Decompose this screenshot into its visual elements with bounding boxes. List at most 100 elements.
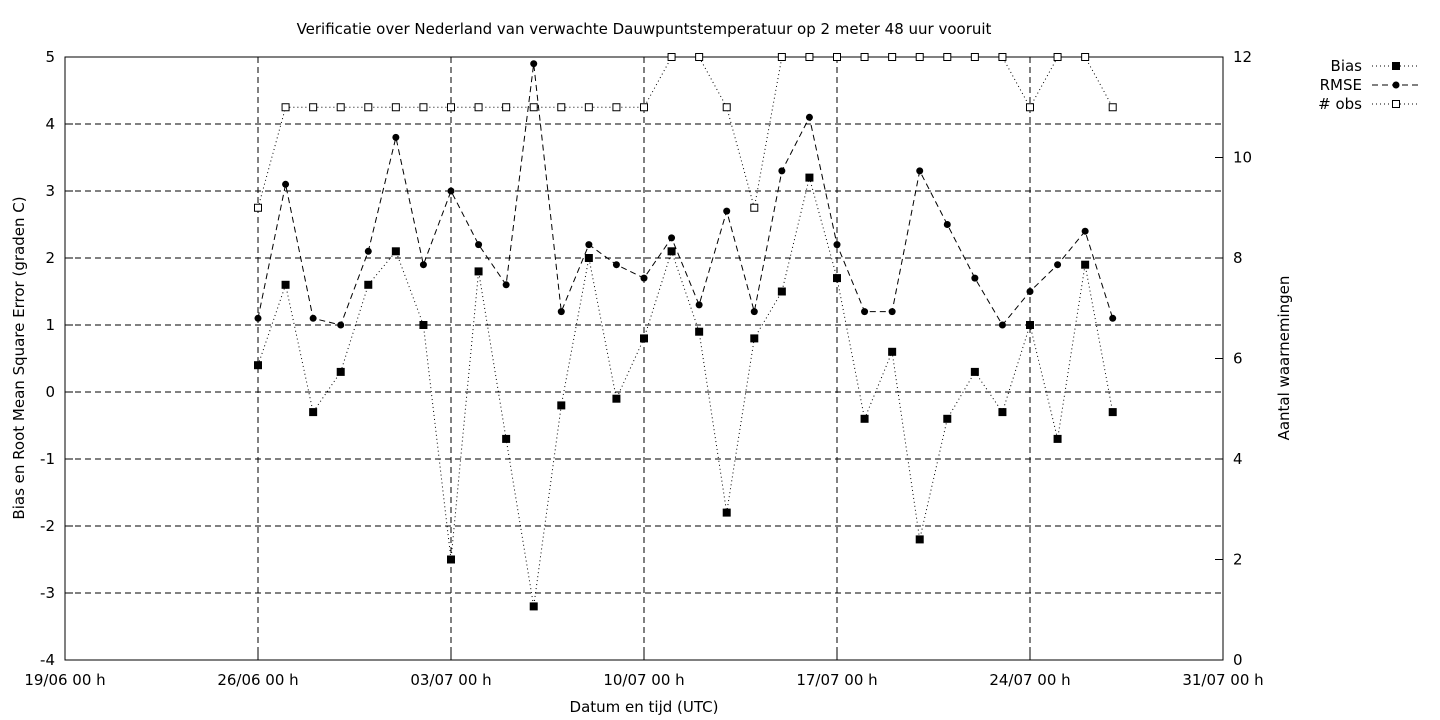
legend-marker — [1392, 81, 1400, 89]
data-point — [1081, 227, 1089, 235]
data-point — [723, 207, 731, 215]
data-point — [970, 53, 979, 61]
data-point — [364, 103, 373, 112]
data-point — [1026, 321, 1034, 329]
data-point — [888, 347, 897, 356]
data-point — [529, 602, 538, 611]
chart-title: Verificatie over Nederland van verwachte… — [297, 20, 992, 38]
series-1 — [254, 60, 1117, 329]
data-point — [833, 241, 841, 249]
data-point — [805, 113, 813, 121]
data-point — [584, 103, 593, 112]
y2-tick-label: 4 — [1233, 450, 1243, 468]
data-point — [1053, 53, 1062, 61]
data-point — [777, 53, 786, 61]
data-point — [778, 167, 786, 175]
x-tick-label: 24/07 00 h — [989, 671, 1070, 689]
series-line — [257, 63, 1114, 326]
y-tick-label: 3 — [45, 182, 55, 200]
legend-label: Bias — [1331, 57, 1363, 75]
data-point — [336, 103, 345, 112]
data-point — [640, 274, 648, 282]
data-point — [970, 367, 979, 376]
data-point — [612, 261, 620, 269]
data-point — [419, 261, 427, 269]
y-tick-label: 5 — [45, 48, 55, 66]
data-point — [419, 321, 428, 329]
y-axis-label: Bias en Root Mean Square Error (graden C… — [10, 196, 28, 519]
data-point — [915, 535, 924, 544]
series-line — [257, 56, 1114, 208]
data-point — [557, 103, 566, 112]
data-point — [557, 401, 566, 410]
data-point — [998, 408, 1007, 417]
data-point — [337, 321, 345, 329]
data-point — [750, 203, 759, 212]
legend-label: # obs — [1318, 95, 1362, 113]
grid — [65, 57, 1223, 660]
data-point — [722, 103, 731, 112]
y2-tick-label: 12 — [1233, 48, 1252, 66]
data-point — [612, 103, 621, 112]
y-tick-label: -2 — [40, 517, 55, 535]
x-tick-label: 17/07 00 h — [796, 671, 877, 689]
data-point — [695, 53, 704, 61]
y2-tick-label: 8 — [1233, 249, 1243, 267]
data-point — [888, 53, 897, 61]
data-point — [915, 53, 924, 61]
data-point — [254, 314, 262, 322]
data-point — [1081, 53, 1090, 61]
data-point — [916, 167, 924, 175]
data-point — [888, 308, 896, 316]
data-point — [860, 414, 869, 423]
legend-marker — [1392, 62, 1400, 70]
y-tick-label: 0 — [45, 383, 55, 401]
y-tick-label: 1 — [45, 316, 55, 334]
data-point — [474, 267, 483, 276]
data-point — [474, 103, 483, 112]
data-point — [336, 367, 345, 376]
x-tick-label: 26/06 00 h — [217, 671, 298, 689]
series-layer — [254, 53, 1117, 611]
data-point — [364, 280, 373, 289]
data-point — [943, 414, 952, 423]
data-point — [860, 53, 869, 61]
data-point — [502, 281, 510, 289]
data-point — [364, 247, 372, 255]
data-point — [447, 103, 455, 112]
data-point — [667, 53, 676, 61]
data-point — [1053, 434, 1062, 443]
data-point — [254, 203, 262, 212]
data-point — [805, 53, 814, 61]
y-tick-label: -4 — [40, 651, 55, 669]
data-point — [1026, 103, 1034, 112]
y-tick-label: 2 — [45, 249, 55, 267]
y2-tick-label: 0 — [1233, 651, 1243, 669]
x-axis-label: Datum en tijd (UTC) — [570, 698, 719, 716]
data-point — [668, 234, 676, 242]
data-point — [419, 103, 428, 112]
y2-tick-label: 10 — [1233, 149, 1252, 167]
y2-tick-label: 6 — [1233, 350, 1243, 368]
data-point — [722, 508, 731, 517]
data-point — [833, 274, 841, 283]
data-point — [557, 308, 565, 316]
series-2 — [254, 53, 1117, 212]
data-point — [1108, 103, 1117, 112]
data-point — [1026, 288, 1034, 295]
data-point — [309, 314, 317, 322]
y2-tick-label: 2 — [1233, 551, 1243, 569]
data-point — [943, 53, 952, 61]
data-point — [529, 103, 538, 112]
data-point — [281, 103, 290, 112]
legend-label: RMSE — [1320, 76, 1362, 94]
data-point — [943, 221, 951, 228]
x-tick-label: 31/07 00 h — [1182, 671, 1263, 689]
series-0 — [254, 173, 1117, 611]
y-tick-label: -3 — [40, 584, 55, 602]
data-point — [667, 247, 676, 256]
x-tick-label: 19/06 00 h — [24, 671, 105, 689]
